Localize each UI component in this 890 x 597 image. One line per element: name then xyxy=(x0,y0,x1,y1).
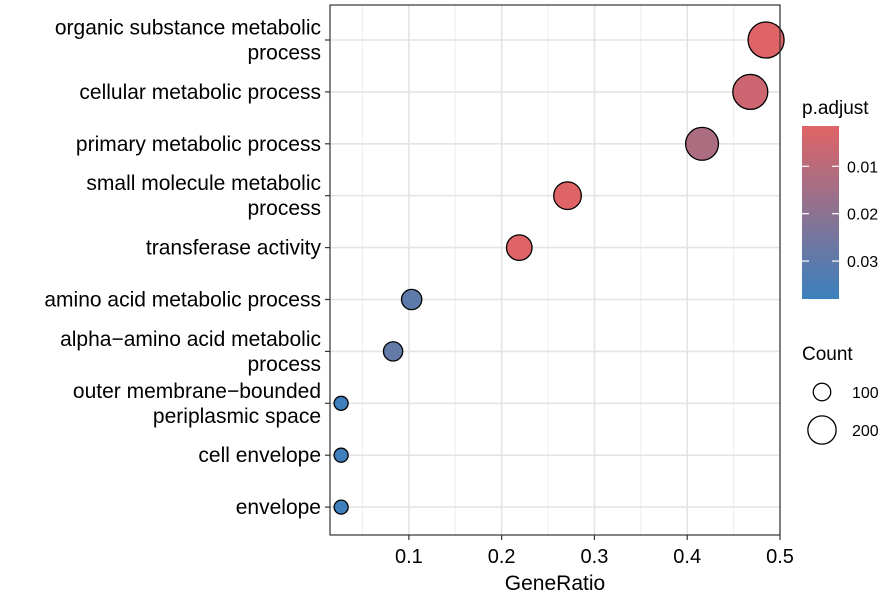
y-tick-label: process xyxy=(247,42,321,65)
x-tick-label: 0.4 xyxy=(673,546,701,568)
y-tick-label: periplasmic space xyxy=(153,405,321,428)
size-legend-circle xyxy=(812,382,832,402)
y-tick-label: amino acid metabolic process xyxy=(44,289,321,312)
data-point xyxy=(732,73,769,111)
data-point xyxy=(747,21,785,59)
y-tick-label: process xyxy=(247,197,321,220)
y-tick-label: alpha−amino acid metabolic xyxy=(60,328,321,351)
y-tick-label: primary metabolic process xyxy=(76,133,321,156)
data-point xyxy=(400,288,423,311)
size-legend: 100 200 xyxy=(807,382,879,445)
y-tick-label: outer membrane−bounded xyxy=(73,380,321,403)
data-point xyxy=(333,447,349,463)
x-tick-label: 0.5 xyxy=(766,546,794,568)
y-axis: organic substance metabolicprocesscellul… xyxy=(44,17,330,519)
x-axis-title: GeneRatio xyxy=(505,572,605,595)
x-tick-label: 0.3 xyxy=(581,546,609,568)
color-bar xyxy=(802,126,839,299)
y-tick-label: small molecule metabolic xyxy=(86,172,321,195)
color-legend-label: 0.03 xyxy=(847,254,878,271)
y-tick-label: cell envelope xyxy=(198,444,321,467)
y-tick-label: envelope xyxy=(236,496,321,519)
y-tick-label: cellular metabolic process xyxy=(79,81,321,104)
size-legend-circle xyxy=(807,415,837,445)
y-tick-label: organic substance metabolic xyxy=(55,17,321,40)
color-legend-title: p.adjust xyxy=(802,98,869,119)
size-legend-label: 100 xyxy=(852,385,879,402)
data-point xyxy=(333,499,349,515)
data-point xyxy=(553,181,582,211)
x-tick-label: 0.1 xyxy=(395,546,423,568)
data-point xyxy=(382,341,404,362)
size-legend-label: 200 xyxy=(852,423,879,440)
panel-background xyxy=(330,5,780,535)
color-legend-ticks: 0.01 0.02 0.03 xyxy=(802,159,878,271)
data-point xyxy=(505,234,533,262)
points xyxy=(333,21,785,515)
color-legend-label: 0.02 xyxy=(847,207,878,224)
x-axis: 0.1 0.2 0.3 0.4 0.5 xyxy=(395,535,794,568)
color-legend-label: 0.01 xyxy=(847,159,878,176)
x-tick-label: 0.2 xyxy=(488,546,516,568)
panel-border xyxy=(329,4,781,536)
y-tick-label: process xyxy=(247,353,321,376)
data-point xyxy=(333,395,349,411)
size-legend-title: Count xyxy=(802,344,853,365)
y-tick-label: transferase activity xyxy=(146,237,322,260)
data-point xyxy=(684,126,720,161)
